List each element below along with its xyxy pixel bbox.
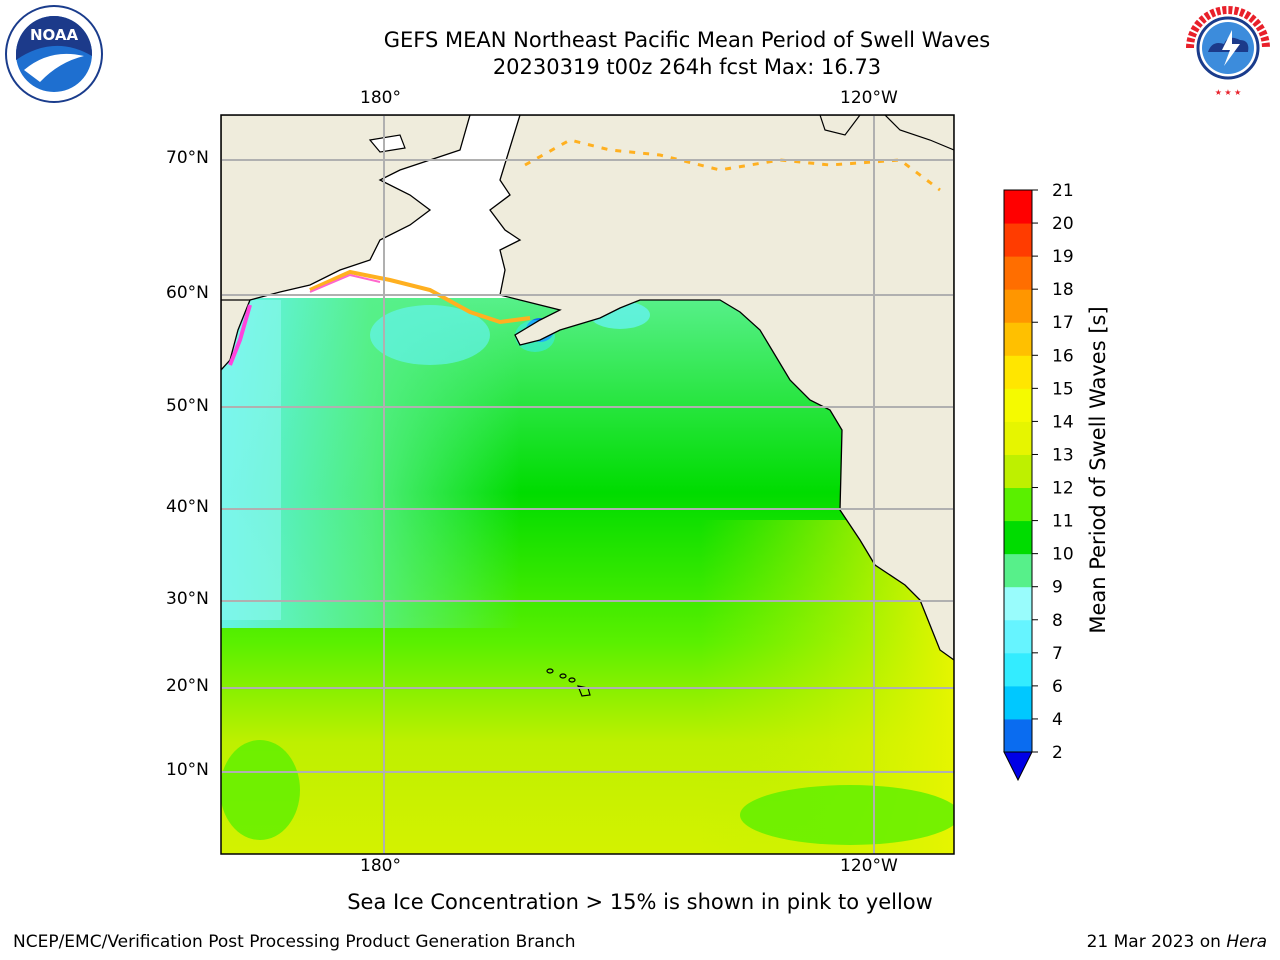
colorbar-tick-label: 16	[1052, 346, 1074, 366]
colorbar-tick-label: 14	[1052, 412, 1074, 432]
colorbar-tick-label: 19	[1052, 247, 1074, 267]
footer-host: Hera	[1226, 932, 1267, 952]
footer-date: 21 Mar 2023 on	[1086, 932, 1221, 952]
colorbar-tick-label: 4	[1052, 710, 1063, 730]
colorbar-segment	[1004, 553, 1032, 588]
map-frame	[220, 114, 955, 855]
colorbar-segment	[1004, 586, 1032, 621]
sea-ice-caption: Sea Ice Concentration > 15% is shown in …	[347, 890, 933, 914]
colorbar-segment	[1004, 388, 1032, 422]
nws-logo: ★ ★ ★	[1182, 2, 1274, 97]
lon-label-bottom-120w: 120°W	[840, 856, 898, 876]
colorbar-underflow-arrow	[1003, 751, 1033, 782]
chart-title: GEFS MEAN Northeast Pacific Mean Period …	[383, 28, 991, 52]
lat-label-30n: 30°N	[166, 589, 209, 609]
colorbar-tick-label: 11	[1052, 512, 1074, 532]
colorbar-label: Mean Period of Swell Waves [s]	[1086, 306, 1110, 633]
lat-label-60n: 60°N	[166, 283, 209, 303]
colorbar-segment	[1004, 421, 1032, 455]
svg-text:★ ★ ★: ★ ★ ★	[1215, 88, 1242, 97]
lat-label-50n: 50°N	[166, 396, 209, 416]
colorbar-tick-label: 21	[1052, 181, 1074, 201]
colorbar-tick-label: 18	[1052, 280, 1074, 300]
north-america-land	[489, 115, 954, 661]
noaa-logo: NOAA	[5, 5, 103, 103]
colorbar-segment	[1004, 652, 1032, 687]
lat-label-40n: 40°N	[166, 497, 209, 517]
colorbar-tick-label: 2	[1052, 743, 1063, 763]
colorbar-tick-label: 15	[1052, 379, 1074, 399]
colorbar-segment	[1004, 355, 1032, 389]
colorbar-frame	[1003, 189, 1033, 753]
colorbar-tick-label: 6	[1052, 677, 1063, 697]
footer-left: NCEP/EMC/Verification Post Processing Pr…	[13, 932, 576, 952]
footer-right: 21 Mar 2023 on Hera	[1087, 932, 1267, 952]
colorbar-segment	[1004, 190, 1032, 224]
lon-label-top-180: 180°	[360, 88, 401, 108]
lon-label-bottom-180: 180°	[360, 856, 401, 876]
colorbar-segment	[1004, 256, 1032, 290]
colorbar-tick-label: 7	[1052, 644, 1063, 664]
colorbar-tick-label: 17	[1052, 313, 1074, 333]
colorbar-tick-label: 10	[1052, 545, 1074, 565]
lon-label-top-120w: 120°W	[840, 88, 898, 108]
colorbar-tick-label: 12	[1052, 479, 1074, 499]
colorbar-segment	[1004, 718, 1032, 753]
colorbar-tick-label: 8	[1052, 611, 1063, 631]
colorbar-segment	[1004, 619, 1032, 654]
lat-label-20n: 20°N	[166, 676, 209, 696]
colorbar-segment	[1004, 520, 1032, 555]
colorbar-tick-label: 20	[1052, 214, 1074, 234]
colorbar-segment	[1004, 289, 1032, 323]
colorbar-segment	[1004, 685, 1032, 720]
chart-subtitle: 20230319 t00z 264h fcst Max: 16.73	[492, 55, 882, 79]
noaa-logo-text: NOAA	[30, 26, 79, 44]
colorbar-segment	[1004, 487, 1032, 522]
colorbar-segment	[1004, 454, 1032, 489]
lat-label-70n: 70°N	[166, 148, 209, 168]
colorbar-tick-label: 9	[1052, 578, 1063, 598]
map-gridlines	[221, 115, 954, 854]
colorbar-segment	[1004, 223, 1032, 257]
lat-label-10n: 10°N	[166, 760, 209, 780]
colorbar-tick-label: 13	[1052, 445, 1074, 465]
hawaii-island	[546, 668, 554, 674]
colorbar-segment	[1004, 322, 1032, 356]
